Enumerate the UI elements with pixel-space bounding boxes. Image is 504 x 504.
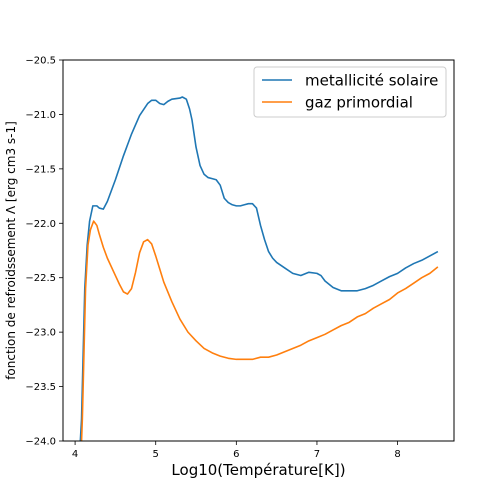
ticks-group: 4 5 6 7 8 −24.0 −23.5 −23.0 −22.5 −22.0 −21.5 −21.0… (25, 56, 400, 461)
y-tick-label: −20.5 (25, 56, 56, 67)
y-tick-label: −21.0 (25, 110, 56, 121)
legend-label-solar: metallicité solaire (305, 72, 438, 90)
x-tick-label: 4 (72, 449, 78, 460)
x-tick-label: 7 (314, 449, 320, 460)
y-tick-label: −22.5 (25, 273, 56, 284)
x-axis-label: Log10(Température[K]) (171, 461, 345, 479)
series-line-primordial-gas (80, 220, 439, 441)
legend-box (253, 66, 447, 118)
series-line-solar-metallicity (79, 96, 439, 441)
y-tick-label: −21.5 (25, 164, 56, 175)
y-tick-label: −23.0 (25, 328, 56, 339)
x-tick-label: 6 (233, 449, 239, 460)
y-tick-label: −23.5 (25, 382, 56, 393)
legend-label-primordial: gaz primordial (305, 94, 413, 112)
plot-background (63, 60, 454, 441)
series-group (79, 96, 439, 441)
y-axis-label: fonction de refroidssement Λ [erg cm3 s-… (4, 121, 18, 380)
y-tick-label: −22.0 (25, 219, 56, 230)
x-tick-label: 5 (153, 449, 159, 460)
y-tick-label: −24.0 (25, 437, 56, 448)
x-tick-label: 8 (394, 449, 400, 460)
legend: metallicité solaire gaz primordial (253, 66, 447, 118)
plot-frame (62, 59, 455, 442)
